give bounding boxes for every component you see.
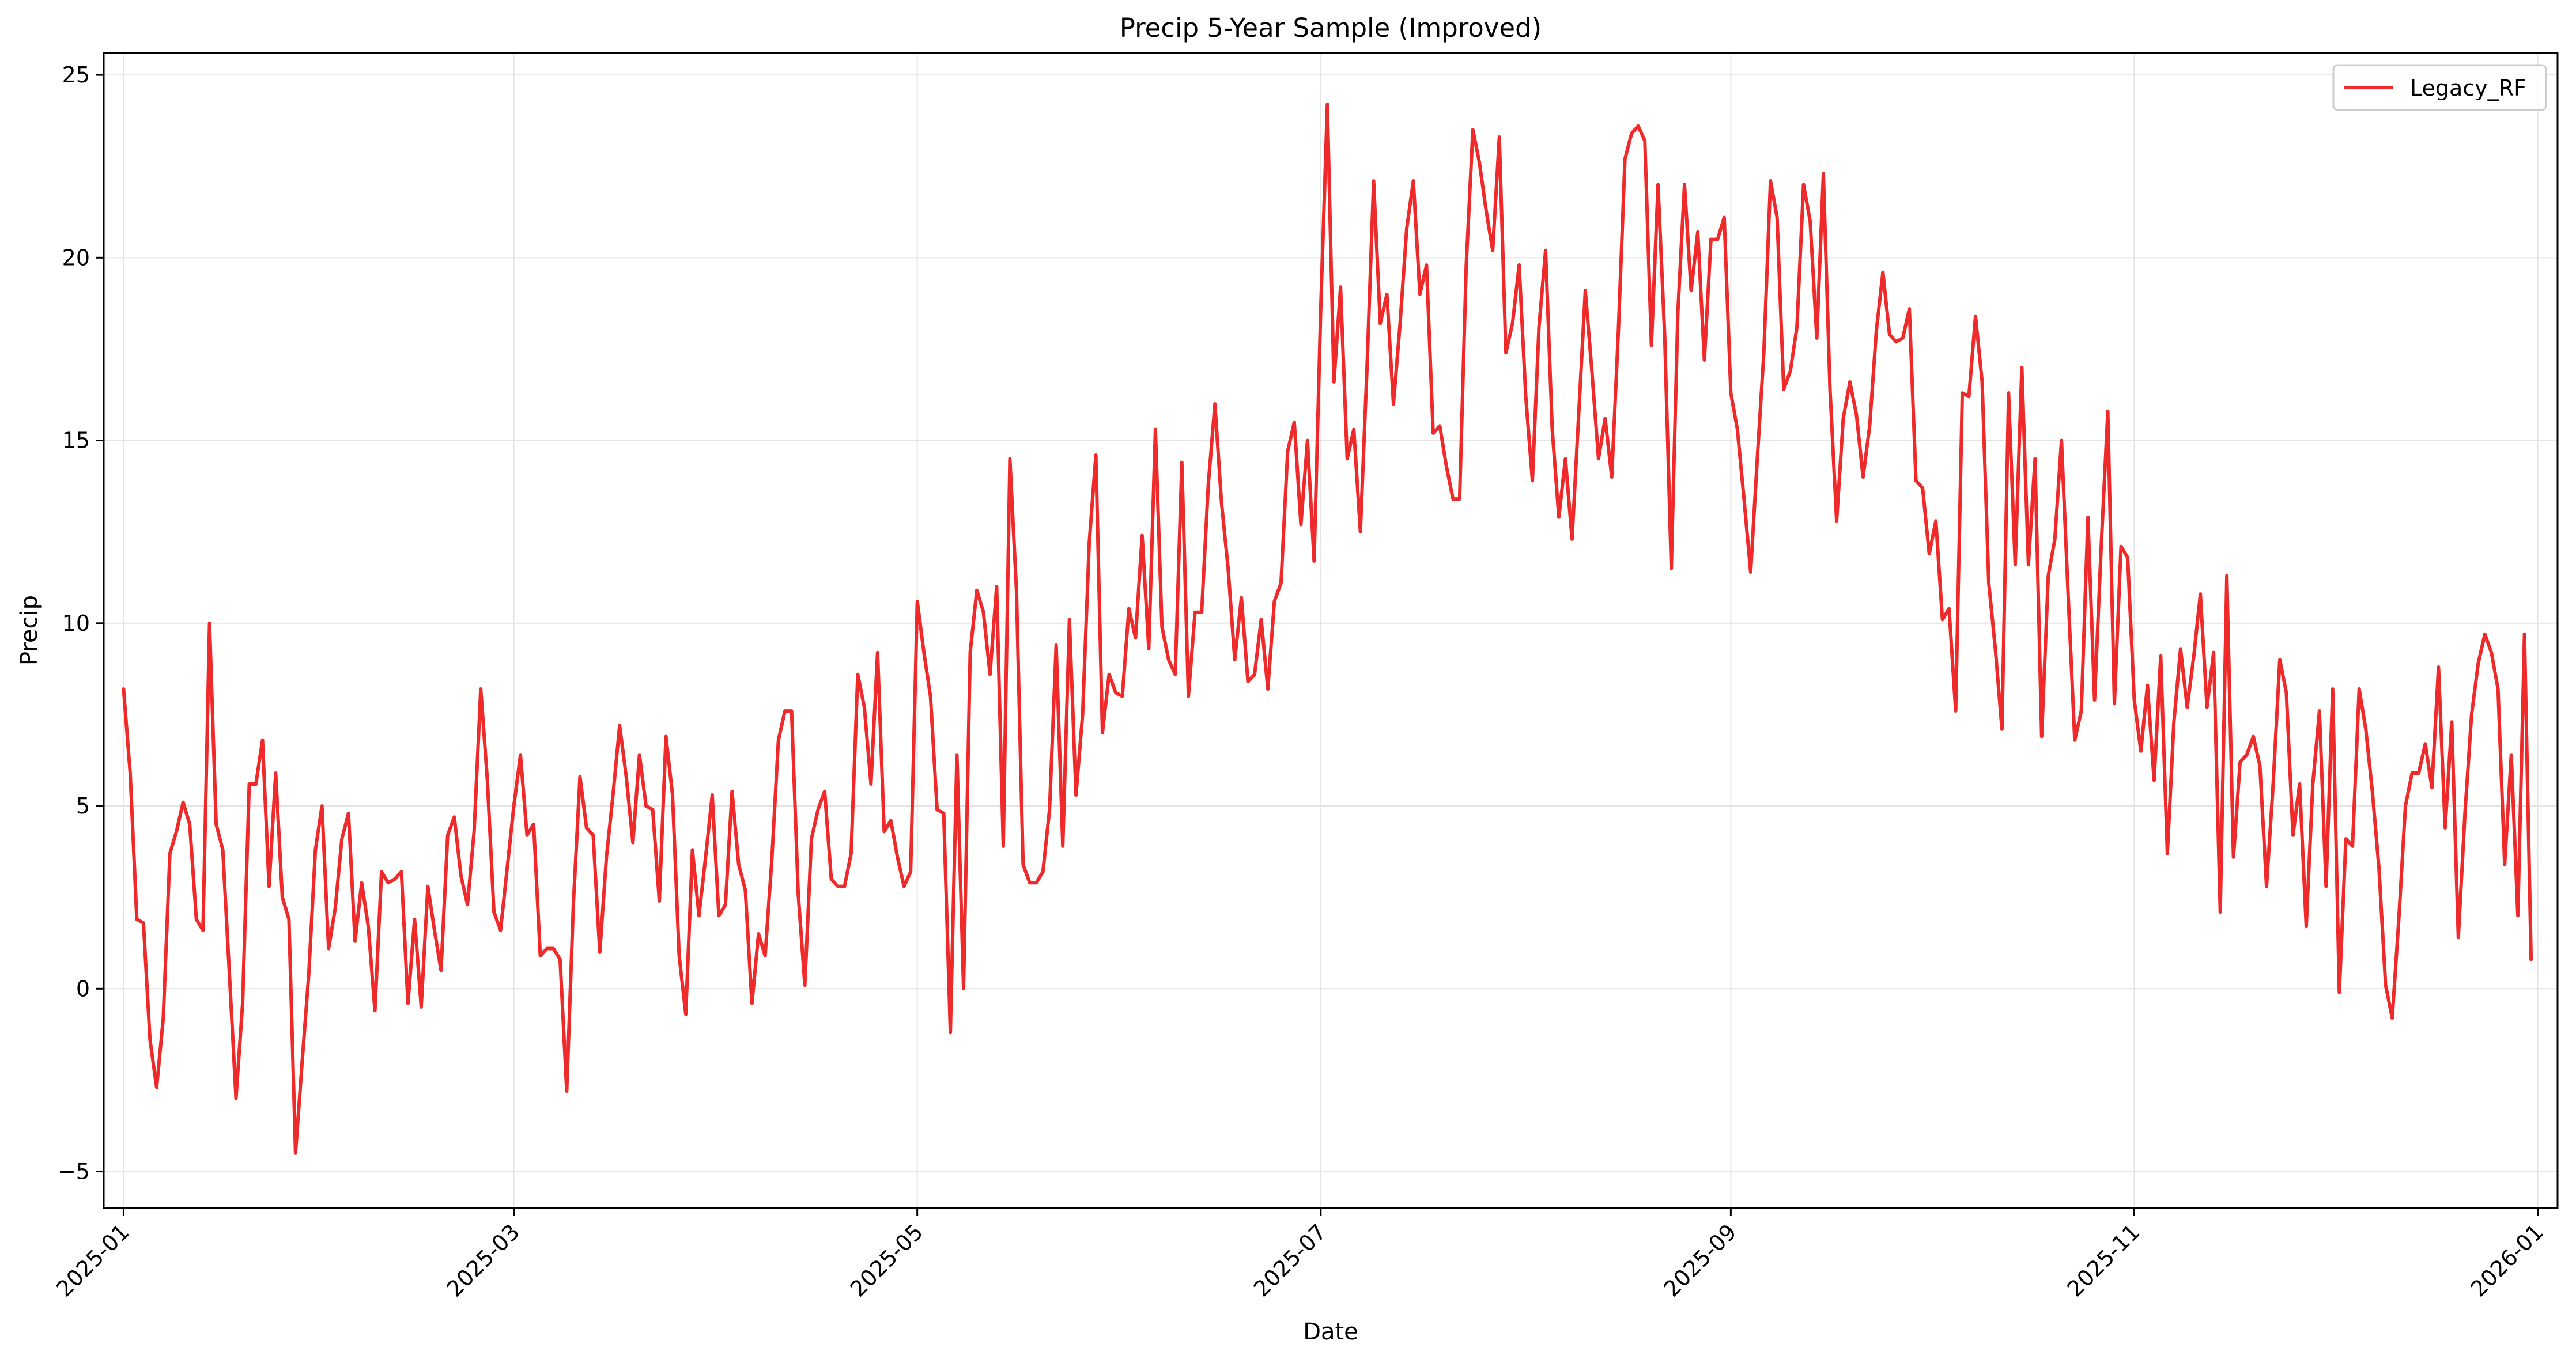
y-tick-label: 20 <box>62 245 90 270</box>
y-tick-label: 0 <box>76 976 90 1001</box>
legend[interactable]: Legacy_RF <box>2332 64 2547 111</box>
y-tick-label: −5 <box>58 1159 90 1184</box>
y-axis-label: Precip <box>16 595 43 665</box>
y-tick-label: 5 <box>76 793 90 819</box>
plot-frame <box>103 52 2559 1209</box>
x-axis-label: Date <box>1303 1319 1358 1345</box>
y-axis: −5 0 5 10 15 20 25 <box>58 62 104 1184</box>
chart-title: Precip 5-Year Sample (Improved) <box>1120 13 1542 43</box>
y-tick-label: 15 <box>62 428 90 453</box>
y-tick-label: 10 <box>62 611 90 636</box>
legend-label-legacy-rf: Legacy_RF <box>2410 75 2526 101</box>
y-tick-label: 25 <box>62 62 90 88</box>
series-line-legacy-rf <box>122 102 2533 1155</box>
legend-box <box>2332 64 2547 111</box>
plot-area <box>103 52 2559 1209</box>
